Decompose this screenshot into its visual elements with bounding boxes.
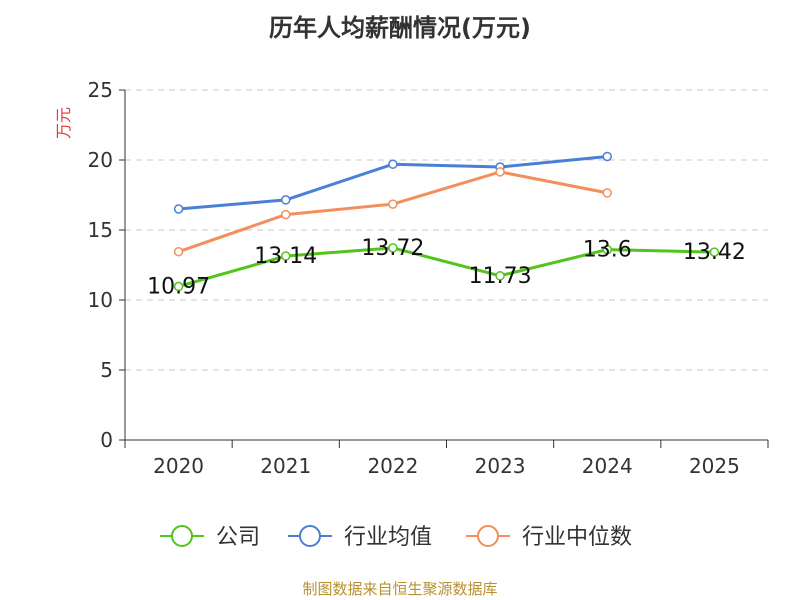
legend: 公司 行业均值 行业中位数 [160,525,632,550]
data-point [388,159,398,169]
data-label: 13.72 [361,236,424,261]
x-tick-label: 2024 [582,454,633,478]
source-note: 制图数据来自恒生聚源数据库 [302,580,498,598]
x-tick-label: 2021 [260,454,311,478]
data-point [281,195,291,205]
y-axis-title: 万元 [54,107,73,139]
data-point [602,244,612,255]
data-label: 13.42 [683,240,746,265]
data-point [281,209,291,220]
y-tick-label: 10 [88,288,113,312]
data-labels: 10.97 13.14 13.72 11.73 13.6 13.42 [147,236,746,300]
y-tick-label: 5 [100,358,113,382]
series-line-0 [178,246,715,288]
legend-label: 行业均值 [344,525,432,550]
x-tick-label: 2022 [367,454,418,478]
legend-marker [299,525,321,547]
data-point [602,188,612,198]
y-tick-label: 20 [88,148,113,172]
legend-marker [477,525,499,547]
y-tick-label: 15 [88,218,113,242]
data-point [173,246,184,257]
grid-lines [125,89,768,371]
chart-title: 历年人均薪酬情况(万元) [269,14,531,42]
data-point [173,204,184,214]
legend-label: 行业中位数 [522,525,632,550]
data-label: 13.14 [254,244,317,269]
data-label: 13.6 [583,238,632,263]
data-point [709,247,720,257]
data-label: 11.73 [469,264,532,289]
y-tick-label: 25 [88,78,113,102]
data-point [495,167,505,177]
x-tick-label: 2020 [153,454,204,478]
x-tick-label: 2023 [475,454,526,478]
data-point [495,271,505,281]
legend-marker [171,525,193,547]
data-label: 10.97 [147,274,210,299]
y-tick-label: 0 [100,428,113,452]
data-point [281,251,291,261]
x-tick-label: 2025 [689,454,740,478]
data-point [602,151,612,162]
data-point [388,243,398,253]
data-point [388,199,398,209]
legend-label: 公司 [216,525,260,550]
series-group [173,151,720,292]
data-point [173,281,184,292]
